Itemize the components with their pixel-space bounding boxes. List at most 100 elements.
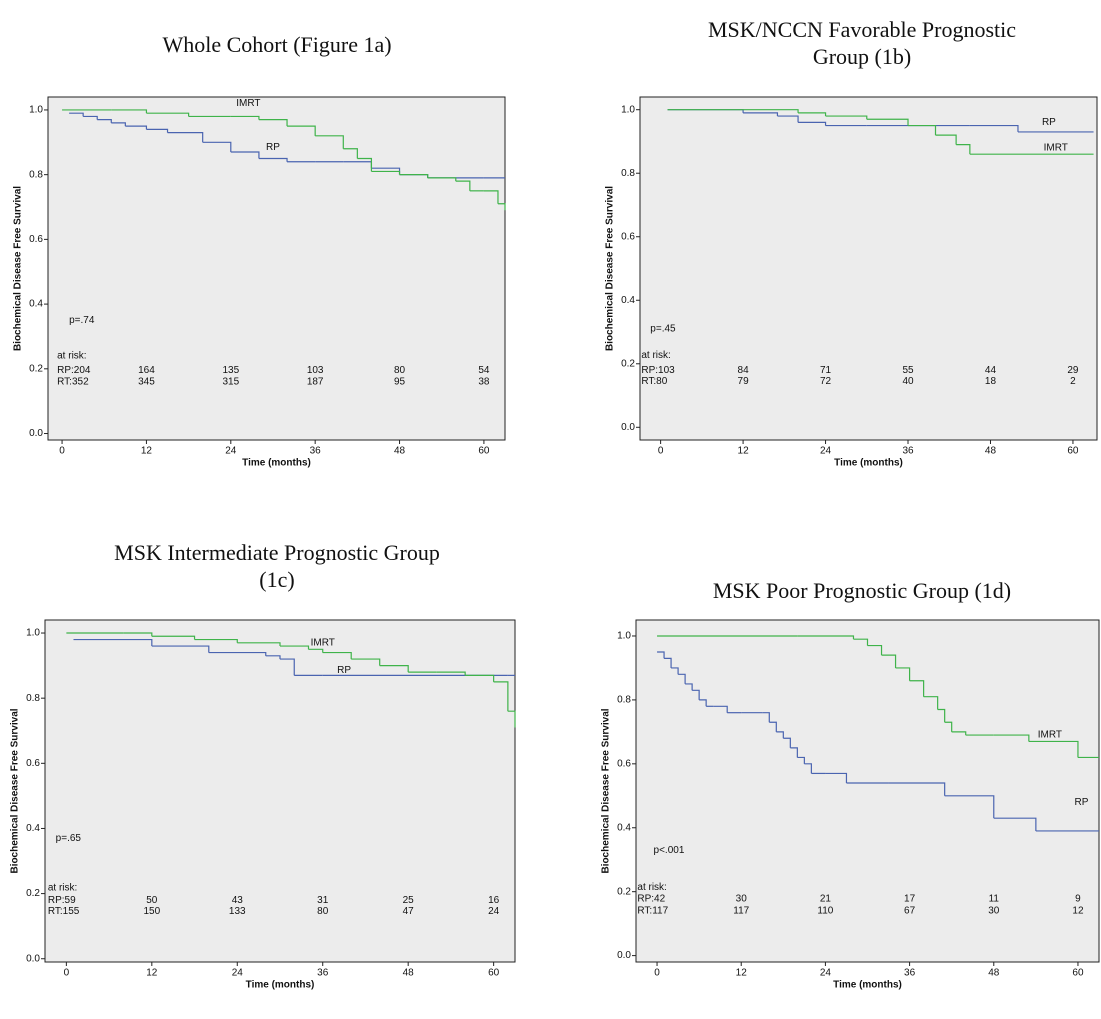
series-label: RP <box>266 142 280 153</box>
series-label: RP <box>337 665 351 676</box>
survival-step <box>692 689 700 700</box>
x-tick-label: 36 <box>317 968 329 979</box>
survival-step <box>258 157 288 162</box>
at-risk-count: 315 <box>222 376 239 387</box>
at-risk-label: RT:155 <box>48 906 80 917</box>
y-tick-label: 0.4 <box>621 295 635 306</box>
plot-area <box>639 96 1098 441</box>
survival-step <box>497 203 506 211</box>
at-risk-count: 12 <box>1072 906 1084 917</box>
at-risk-count: 17 <box>904 893 916 904</box>
survival-step <box>194 638 238 643</box>
x-tick-label: 0 <box>59 446 65 457</box>
survival-step <box>493 681 509 712</box>
x-tick-label: 12 <box>141 446 153 457</box>
series-label: IMRT <box>1038 730 1062 741</box>
survival-step <box>167 131 204 143</box>
survival-step <box>671 667 679 675</box>
survival-step <box>699 699 707 707</box>
survival-step <box>956 144 971 155</box>
at-risk-count: 24 <box>488 906 500 917</box>
at-risk-count: 38 <box>478 376 490 387</box>
at-risk-count: 50 <box>146 895 158 906</box>
survival-step <box>881 654 897 668</box>
series-label: IMRT <box>1044 142 1068 153</box>
at-risk-count: 79 <box>738 376 750 387</box>
survival-step <box>944 721 953 732</box>
survival-step <box>825 772 848 784</box>
at-risk-count: 164 <box>138 365 155 376</box>
survival-step <box>777 115 799 123</box>
y-tick-label: 0.0 <box>617 950 631 961</box>
x-tick-label: 24 <box>820 446 832 457</box>
y-tick-label: 0.0 <box>26 953 40 964</box>
survival-step <box>969 124 1019 132</box>
at-risk-count: 18 <box>985 376 997 387</box>
survival-step <box>465 674 495 682</box>
y-tick-label: 0.6 <box>617 758 631 769</box>
survival-step <box>895 667 911 681</box>
survival-step <box>151 635 196 640</box>
survival-step <box>867 644 883 656</box>
at-risk-count: 71 <box>820 365 832 376</box>
survival-step <box>993 817 1037 831</box>
p-value: p<.001 <box>654 845 685 856</box>
y-tick-label: 0.8 <box>29 169 43 180</box>
survival-step <box>265 655 281 660</box>
x-axis-label: Time (months) <box>834 458 903 469</box>
x-tick-label: 36 <box>902 446 914 457</box>
survival-step <box>357 157 373 172</box>
survival-step <box>776 731 784 739</box>
at-risk-count: 117 <box>733 906 749 917</box>
y-tick-label: 0.8 <box>621 168 635 179</box>
y-axis-label: Biochemical Disease Free Survival <box>13 186 24 351</box>
y-tick-label: 0.4 <box>26 823 40 834</box>
at-risk-label: RP:59 <box>48 895 76 906</box>
survival-step <box>379 665 409 673</box>
plot-area <box>44 619 516 963</box>
survival-step <box>83 115 98 120</box>
survival-step <box>258 119 288 127</box>
y-tick-label: 0.0 <box>621 422 635 433</box>
y-axis-label: Biochemical Disease Free Survival <box>605 186 616 351</box>
survival-step <box>743 112 779 117</box>
survival-step <box>146 128 169 133</box>
y-tick-label: 1.0 <box>29 105 43 116</box>
plot-area <box>47 96 506 441</box>
at-risk-count: 72 <box>820 376 832 387</box>
x-tick-label: 48 <box>988 968 1000 979</box>
survival-step <box>287 125 316 136</box>
chart-title: MSK/NCCN Favorable Prognostic Group (1b) <box>708 17 1016 69</box>
at-risk-count: 30 <box>736 893 748 904</box>
at-risk-count: 11 <box>989 893 1000 904</box>
survival-step <box>797 756 805 764</box>
survival-step <box>797 635 855 640</box>
x-tick-label: 0 <box>654 968 660 979</box>
survival-step <box>798 121 827 126</box>
at-risk-title: at risk: <box>57 351 86 362</box>
x-tick-label: 48 <box>394 446 406 457</box>
survival-step <box>111 122 126 127</box>
survival-step <box>151 645 210 653</box>
survival-step <box>125 125 148 130</box>
survival-step <box>951 731 967 736</box>
at-risk-count: 44 <box>985 365 997 376</box>
x-tick-label: 24 <box>820 968 832 979</box>
survival-step <box>853 638 869 646</box>
x-tick-label: 60 <box>1067 446 1079 457</box>
survival-step <box>427 177 457 182</box>
survival-step <box>351 658 381 666</box>
y-tick-label: 0.8 <box>26 693 40 704</box>
p-value: p=.65 <box>56 833 82 844</box>
at-risk-count: 25 <box>403 895 415 906</box>
survival-step <box>123 632 153 637</box>
survival-step <box>713 705 728 713</box>
at-risk-count: 16 <box>488 895 500 906</box>
survival-step <box>208 651 267 656</box>
at-risk-count: 43 <box>232 895 244 906</box>
survival-step <box>678 673 686 684</box>
survival-step <box>308 648 324 653</box>
x-tick-label: 0 <box>64 968 70 979</box>
at-risk-count: 67 <box>904 906 916 917</box>
